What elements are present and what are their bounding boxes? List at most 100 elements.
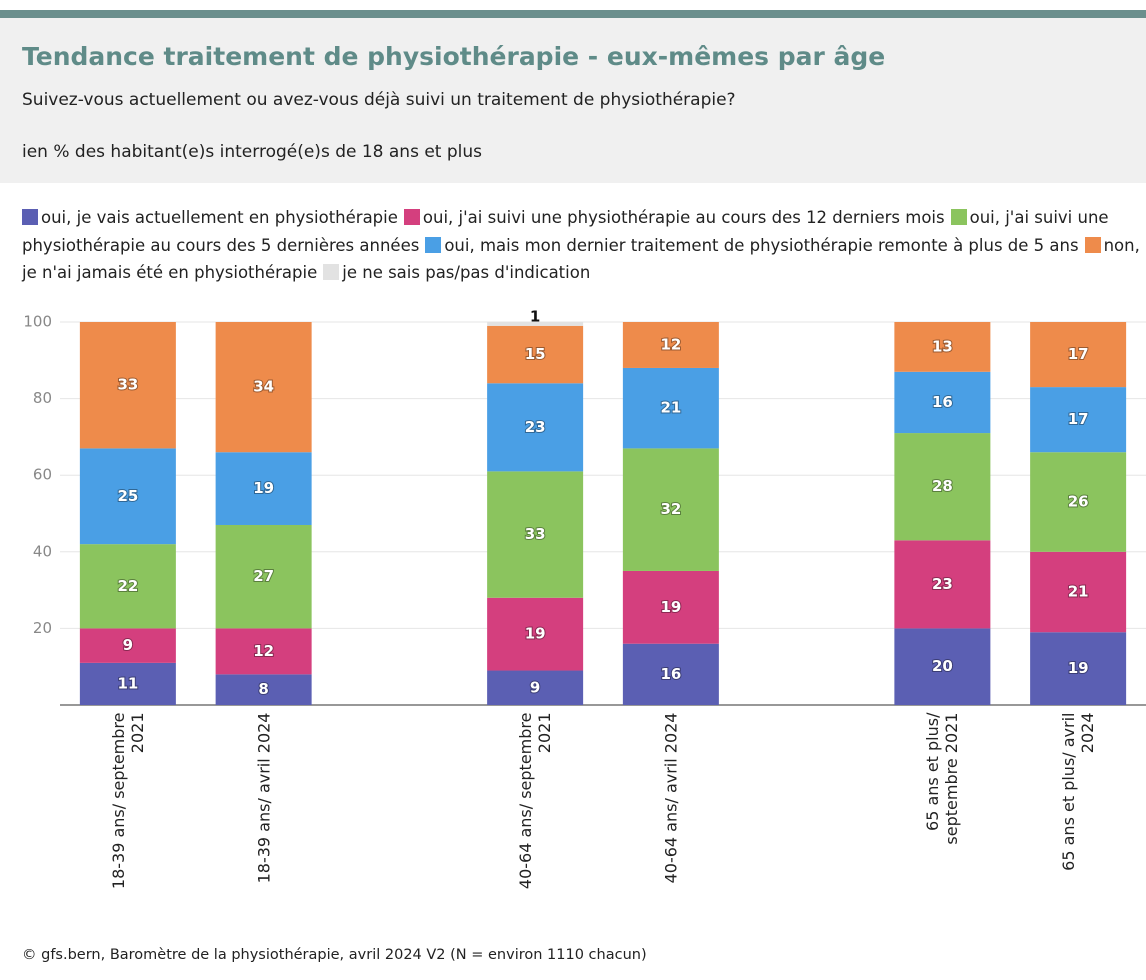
legend-swatch [425, 236, 442, 253]
data-label: 32 [660, 500, 681, 518]
x-tick-label: 40-64 ans/ septembre 2021 [516, 712, 555, 890]
x-tick-label: 18-39 ans/ septembre 2021 [108, 712, 147, 890]
bar-segment [487, 383, 584, 472]
legend-swatch [950, 209, 967, 225]
bar-segment [79, 448, 176, 545]
x-tick-label: 18-39 ans/ avril 2024 [254, 712, 274, 884]
data-label: 8 [258, 680, 268, 698]
bar-segment [622, 367, 719, 449]
legend-item: oui, je vais actuellement en physiothéra… [22, 208, 398, 227]
bar-segment [894, 371, 991, 434]
bar-segment [79, 662, 176, 705]
data-label: 19 [660, 598, 681, 616]
chart-title: Tendance traitement de physiothérapie - … [22, 42, 886, 71]
x-tick-label: 65 ans et plus/ septembre 2021 [923, 712, 962, 845]
data-label: 23 [932, 575, 953, 593]
bar-segment [487, 670, 584, 705]
data-label: 9 [530, 678, 540, 696]
legend-item: non, je n'ai jamais été en physiothérapi… [22, 236, 1140, 283]
bar-segment [487, 471, 584, 598]
data-label: 15 [525, 345, 546, 363]
data-label: 34 [253, 378, 274, 396]
data-label: 21 [660, 399, 681, 417]
legend-label: oui, je vais actuellement en physiothéra… [41, 208, 398, 227]
source-note: © gfs.bern, Baromètre de la physiothérap… [22, 947, 647, 963]
unit-note: ien % des habitant(e)s interrogé(e)s de … [22, 142, 483, 162]
legend-swatch [22, 209, 38, 225]
legend-item: oui, mais mon dernier traitement de phys… [425, 235, 1079, 255]
data-label: 1 [530, 308, 540, 326]
legend-item: je ne sais pas/pas d'indication [323, 263, 590, 282]
data-label: 13 [932, 337, 953, 355]
data-label: 9 [123, 636, 133, 654]
data-label: 12 [253, 642, 274, 660]
legend-item: oui, j'ai suivi une physiothérapie au co… [403, 208, 945, 227]
data-label: 23 [525, 418, 546, 436]
legend-swatch [1084, 236, 1101, 253]
legend: oui, je vais actuellement en physiothéra… [22, 204, 1140, 287]
bar-segment [1030, 551, 1127, 633]
bar-segment [1030, 322, 1127, 388]
legend-label: je ne sais pas/pas d'indication [342, 263, 591, 282]
bar-segment [215, 628, 312, 675]
bar-segment [1030, 632, 1127, 705]
y-tick-label: 60 [33, 466, 52, 484]
data-label: 19 [253, 479, 274, 497]
legend-item: oui, j'ai suivi une physiothérapie au co… [22, 208, 1109, 255]
data-label: 17 [1068, 345, 1089, 363]
legend-label: non, je n'ai jamais été en physiothérapi… [22, 235, 1140, 283]
bar-segment [487, 325, 584, 384]
bar-segment [894, 322, 991, 372]
bar-segment [215, 674, 312, 705]
bar-segment [79, 322, 176, 449]
data-label: 33 [117, 376, 138, 394]
data-label: 22 [117, 577, 138, 595]
bar-segment [622, 448, 719, 571]
data-label: 16 [932, 393, 953, 411]
data-label: 33 [525, 525, 546, 543]
data-label: 17 [1068, 410, 1089, 428]
bar-segment [894, 628, 991, 705]
legend-label: oui, j'ai suivi une physiothérapie au co… [22, 208, 1109, 255]
legend-swatch [323, 264, 340, 280]
data-label: 26 [1068, 493, 1089, 511]
header: Tendance traitement de physiothérapie - … [0, 18, 1146, 183]
legend-label: oui, j'ai suivi une physiothérapie au co… [422, 208, 945, 227]
bar-segment [622, 643, 719, 705]
bar-segment [894, 433, 991, 541]
bar-segment [894, 540, 991, 629]
bar-segment [1030, 452, 1127, 552]
x-tick-label: 65 ans et plus/ avril 2024 [1059, 712, 1098, 871]
bar-segment [622, 322, 719, 368]
data-label: 20 [932, 657, 953, 675]
bar-segment [79, 628, 176, 663]
bar-segment [215, 452, 312, 525]
data-label: 27 [253, 567, 274, 585]
y-tick-label: 20 [33, 619, 52, 637]
data-label: 11 [117, 674, 138, 692]
data-label: 19 [1068, 659, 1089, 677]
top-bar [0, 10, 1146, 18]
bar-segment [487, 597, 584, 671]
data-label: 16 [660, 665, 681, 683]
legend-label: oui, mais mon dernier traitement de phys… [444, 235, 1079, 255]
bar-segment [622, 570, 719, 644]
y-tick-label: 80 [33, 389, 52, 407]
y-tick-label: 40 [33, 542, 52, 560]
data-label: 19 [525, 625, 546, 643]
chart-subtitle: Suivez-vous actuellement ou avez-vous dé… [22, 90, 736, 110]
data-label: 21 [1068, 583, 1089, 601]
bar-segment [215, 322, 312, 453]
bar-segment [1030, 387, 1127, 453]
legend-swatch [403, 209, 420, 225]
data-label: 28 [932, 477, 953, 495]
data-label: 25 [117, 487, 138, 505]
bar-segment [487, 322, 584, 326]
bar-segment [215, 524, 312, 629]
bar-segment [79, 544, 176, 629]
x-tick-label: 40-64 ans/ avril 2024 [661, 712, 681, 884]
data-label: 12 [660, 335, 681, 353]
y-tick-label: 100 [23, 313, 52, 331]
